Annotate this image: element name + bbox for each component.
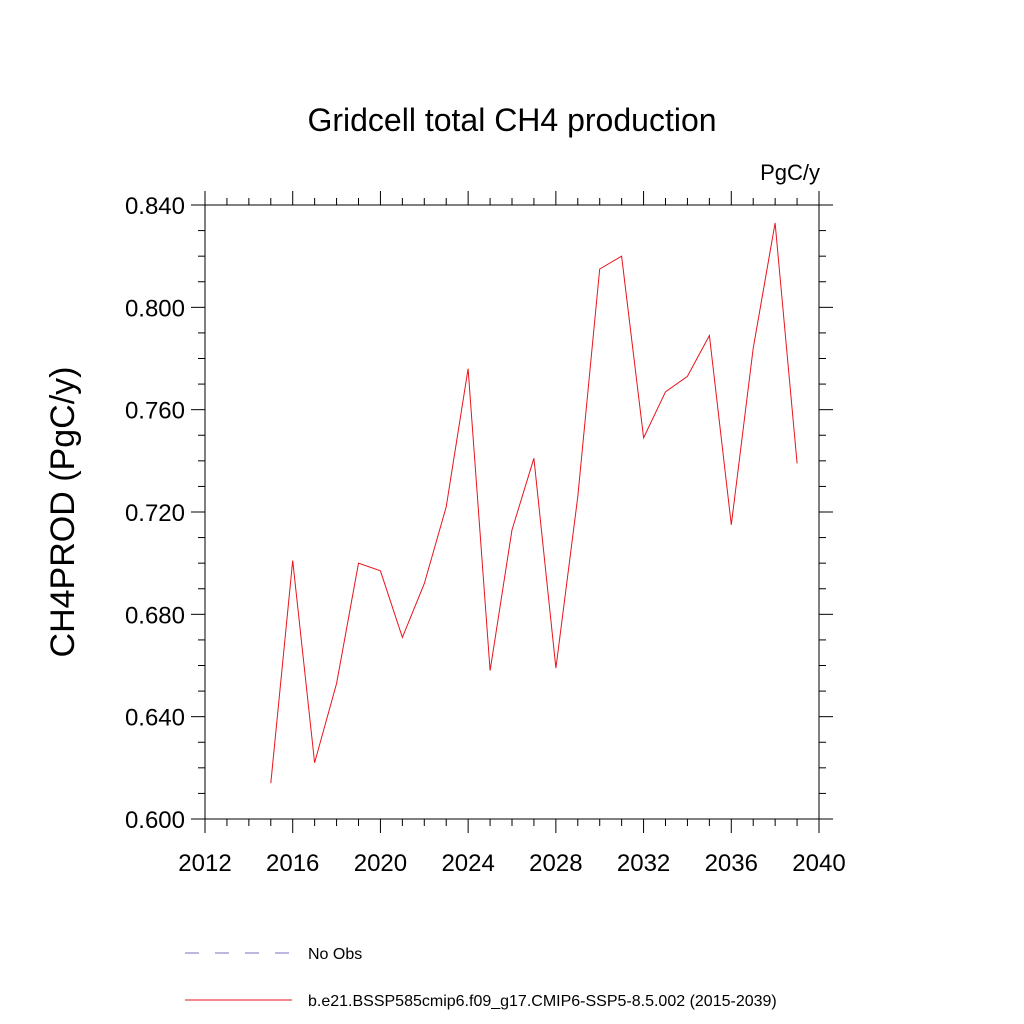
x-tick-label: 2032	[617, 850, 670, 877]
y-tick-label: 0.800	[125, 295, 185, 322]
x-tick-label: 2024	[441, 850, 494, 877]
y-tick-label: 0.760	[125, 398, 185, 425]
legend-label-no-obs: No Obs	[308, 946, 362, 963]
x-tick-label: 2036	[705, 850, 758, 877]
legend: No Obs b.e21.BSSP585cmip6.f09_g17.CMIP6-…	[185, 946, 777, 1010]
x-tick-labels: 2012 2016 2020 2024 2028 2032 2036 2040	[178, 850, 845, 877]
x-tick-label: 2028	[529, 850, 582, 877]
series-line	[270, 222, 798, 784]
units-label: PgC/y	[760, 160, 820, 185]
y-tick-label: 0.640	[125, 705, 185, 732]
series-group	[270, 222, 798, 784]
x-tick-label: 2012	[178, 850, 231, 877]
y-tick-label: 0.680	[125, 602, 185, 629]
legend-label-model: b.e21.BSSP585cmip6.f09_g17.CMIP6-SSP5-8.…	[308, 993, 777, 1010]
plot-frame	[204, 204, 820, 820]
y-tick-label: 0.720	[125, 500, 185, 527]
y-tick-label: 0.840	[125, 193, 185, 220]
x-tick-label: 2020	[354, 850, 407, 877]
chart-title: Gridcell total CH4 production	[307, 102, 716, 138]
y-axis-label: CH4PROD (PgC/y)	[44, 367, 82, 658]
x-tick-label: 2040	[792, 850, 845, 877]
y-tick-label: 0.600	[125, 807, 185, 834]
axis-ticks	[191, 191, 833, 833]
y-tick-labels: 0.600 0.640 0.680 0.720 0.760 0.800 0.840	[125, 193, 185, 834]
x-tick-label: 2016	[266, 850, 319, 877]
